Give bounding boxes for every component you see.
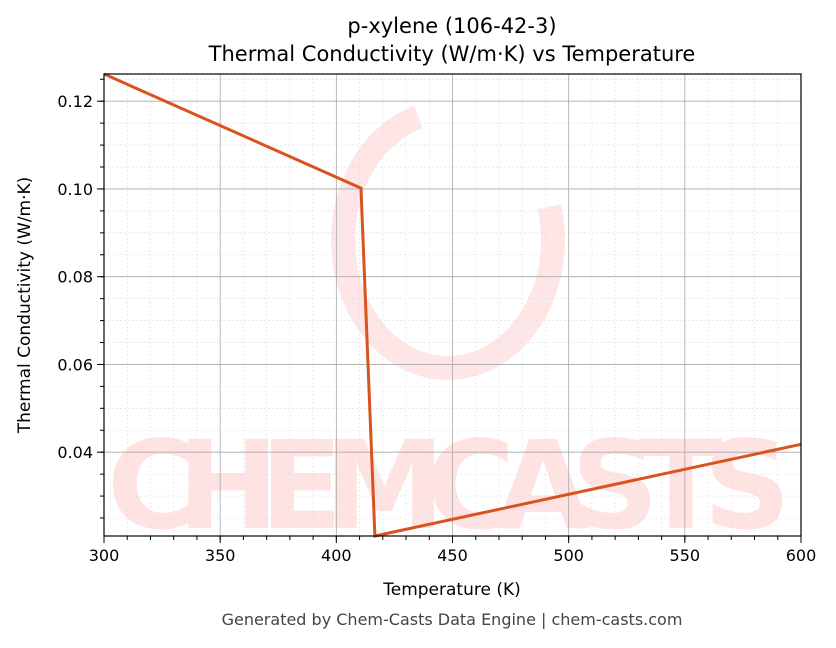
y-tick-label: 0.12 (57, 92, 93, 111)
x-tick-label: 500 (553, 546, 584, 565)
x-tick-label: 300 (89, 546, 120, 565)
ticks: 300 350 400 450 500 550 600 0.04 0.06 0.08 0.10 0.1… (57, 78, 817, 565)
chart-title: p-xylene (106-42-3) (347, 14, 556, 38)
x-axis-label: Temperature (K) (382, 580, 521, 600)
x-tick-label: 400 (321, 546, 352, 565)
chart-subtitle: Thermal Conductivity (W/m·K) vs Temperat… (208, 42, 696, 66)
svg-text:CHEMCASTS: CHEMCASTS (107, 415, 797, 557)
y-tick-label: 0.06 (57, 355, 93, 374)
y-axis-label: Thermal Conductivity (W/m·K) (15, 177, 35, 435)
plot-frame (103, 73, 802, 537)
y-tick-label: 0.10 (57, 180, 93, 199)
y-tick-label: 0.08 (57, 268, 93, 287)
y-tick-label: 0.04 (57, 443, 93, 462)
footer: Generated by Chem-Casts Data Engine | ch… (222, 610, 683, 629)
x-tick-label: 550 (670, 546, 701, 565)
watermark: CHEMCASTS (107, 100, 797, 557)
x-tick-label: 350 (205, 546, 236, 565)
grid (103, 74, 802, 536)
series-line (103, 72, 802, 538)
x-tick-label: 600 (786, 546, 817, 565)
x-tick-label: 450 (437, 546, 468, 565)
